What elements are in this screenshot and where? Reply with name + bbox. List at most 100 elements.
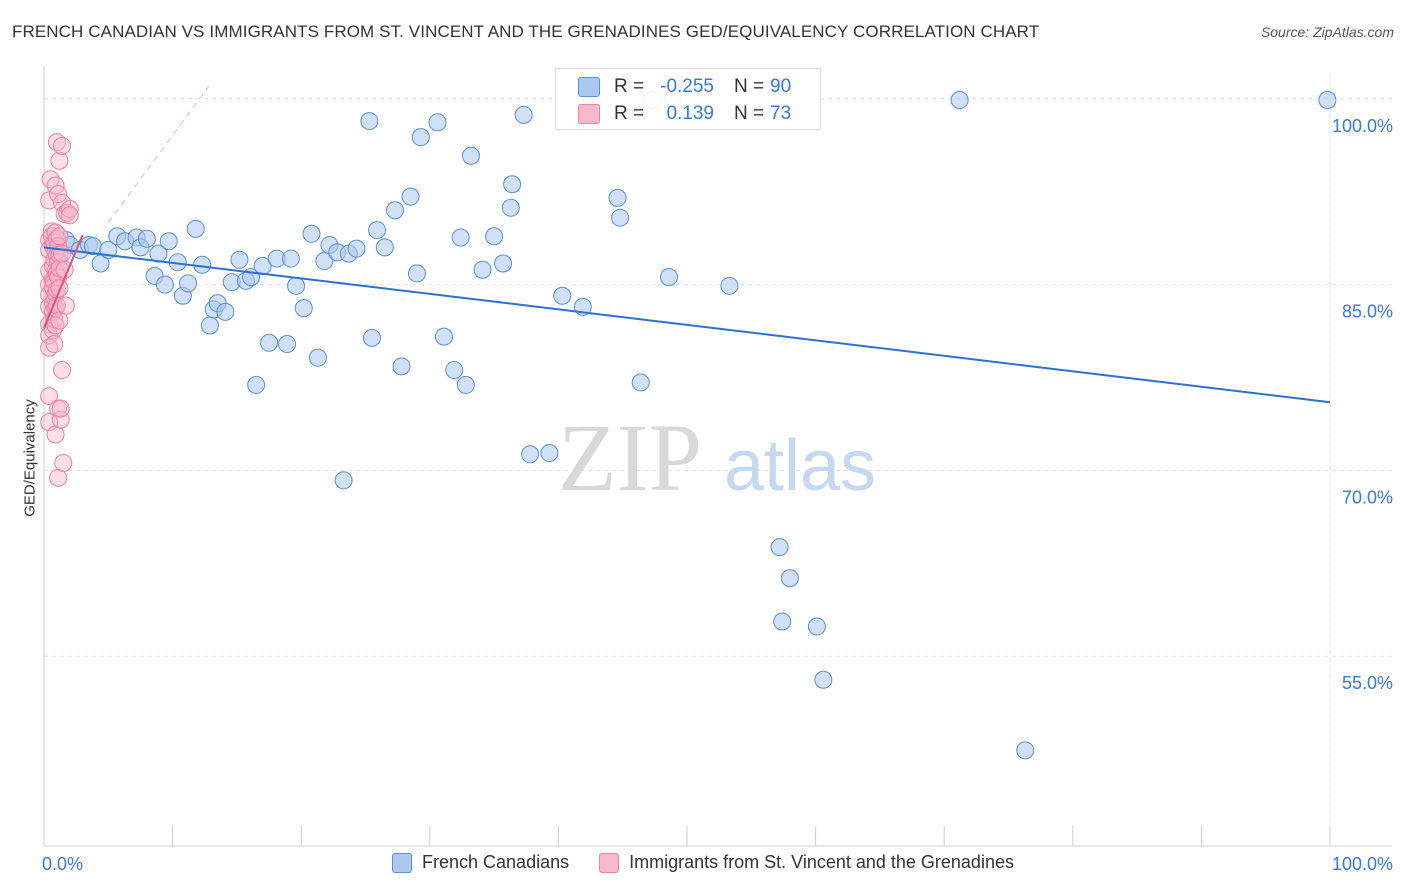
data-point-french-canadians — [347, 239, 366, 258]
data-point-french-canadians — [1318, 91, 1337, 110]
data-point-immigrants — [56, 296, 75, 315]
data-point-french-canadians — [1016, 741, 1035, 760]
data-point-french-canadians — [473, 260, 492, 279]
data-point-immigrants — [54, 453, 73, 472]
data-point-immigrants — [49, 185, 68, 204]
data-point-french-canadians — [720, 276, 739, 295]
data-point-immigrants — [50, 151, 69, 170]
data-point-french-canadians — [514, 105, 533, 124]
y-tick-label: 100.0% — [1332, 116, 1393, 136]
data-point-french-canadians — [434, 327, 453, 346]
source-credit: Source: ZipAtlas.com — [1260, 24, 1394, 40]
stats-box: R = -0.255 N = 90 R = 0.139 N = 73 — [555, 68, 821, 130]
data-point-french-canadians — [362, 328, 381, 347]
data-point-french-canadians — [200, 316, 219, 335]
tick-labels: 55.0% 70.0% 85.0% 100.0% 0.0% 100.0% — [42, 116, 1393, 874]
data-point-immigrants — [49, 253, 68, 272]
stats-row-pink: R = 0.139 N = 73 — [556, 101, 820, 127]
data-point-immigrants — [53, 361, 72, 380]
watermark-zip: ZIP — [558, 404, 702, 511]
data-point-immigrants — [40, 387, 59, 406]
data-point-french-canadians — [392, 357, 411, 376]
data-point-french-canadians — [179, 274, 198, 293]
data-point-french-canadians — [611, 208, 630, 227]
data-point-french-canadians — [294, 299, 313, 318]
data-point-french-canadians — [553, 286, 572, 305]
r-value-pink: 0.139 — [666, 103, 714, 124]
data-point-immigrants — [53, 136, 72, 155]
y-tick-label: 85.0% — [1342, 302, 1393, 322]
data-point-french-canadians — [770, 538, 789, 557]
data-point-immigrants — [60, 200, 79, 219]
data-point-french-canadians — [521, 445, 540, 464]
data-point-immigrants — [50, 311, 69, 330]
data-point-french-canadians — [631, 373, 650, 392]
data-point-french-canadians — [386, 201, 405, 220]
data-point-french-canadians — [281, 249, 300, 268]
data-point-french-canadians — [456, 375, 475, 394]
y-tick-label: 70.0% — [1342, 487, 1393, 507]
data-point-french-canadians — [659, 268, 678, 287]
data-point-french-canadians — [407, 264, 426, 283]
y-tick-label: 55.0% — [1342, 673, 1393, 693]
data-point-french-canadians — [461, 146, 480, 165]
data-point-french-canadians — [445, 361, 464, 380]
watermark-atlas: atlas — [724, 426, 876, 506]
data-point-french-canadians — [230, 250, 249, 269]
data-point-french-canadians — [401, 187, 420, 206]
data-point-immigrants — [45, 335, 64, 354]
stats-swatch-blue — [578, 77, 600, 97]
data-point-french-canadians — [807, 617, 826, 636]
data-point-french-canadians — [540, 444, 559, 463]
r-label: R = — [614, 76, 645, 97]
trend-line-french-canadians — [43, 246, 1331, 404]
data-point-french-canadians — [451, 228, 470, 247]
data-point-immigrants — [60, 206, 79, 225]
data-point-french-canadians — [278, 335, 297, 354]
data-point-french-canadians — [368, 221, 387, 240]
trend-lines — [43, 86, 1331, 404]
r-value-blue: -0.255 — [660, 76, 714, 97]
chart-title: FRENCH CANADIAN VS IMMIGRANTS FROM ST. V… — [12, 22, 1040, 41]
legend-item-french-canadians[interactable]: French Canadians — [392, 852, 569, 873]
data-point-immigrants — [50, 227, 69, 246]
data-point-french-canadians — [308, 348, 327, 367]
data-point-french-canadians — [137, 229, 156, 248]
data-point-french-canadians — [186, 219, 205, 238]
data-point-french-canadians — [375, 238, 394, 257]
series-immigrants-st-vincent — [40, 133, 79, 487]
data-point-french-canadians — [950, 91, 969, 110]
data-point-french-canadians — [159, 232, 178, 251]
data-point-french-canadians — [247, 375, 266, 394]
data-point-french-canadians — [260, 333, 279, 352]
reference-diagonal — [107, 86, 210, 223]
legend: French Canadians Immigrants from St. Vin… — [0, 852, 1406, 873]
data-point-french-canadians — [494, 254, 513, 273]
data-point-french-canadians — [360, 112, 379, 131]
data-point-french-canadians — [485, 227, 504, 246]
data-point-french-canadians — [773, 612, 792, 631]
stats-row-blue: R = -0.255 N = 90 — [556, 74, 820, 100]
data-point-french-canadians — [216, 302, 235, 321]
data-point-french-canadians — [411, 128, 430, 147]
legend-label-french-canadians: French Canadians — [422, 852, 570, 872]
n-label: N = — [734, 76, 765, 97]
data-point-french-canadians — [287, 276, 306, 295]
legend-swatch-pink — [599, 852, 620, 873]
n-label: N = — [734, 103, 765, 124]
r-label: R = — [614, 103, 645, 124]
data-point-french-canadians — [428, 113, 447, 132]
gridlines — [44, 74, 1392, 842]
data-point-french-canadians — [814, 670, 833, 689]
x-tick-label: 0.0% — [42, 854, 83, 874]
legend-item-immigrants[interactable]: Immigrants from St. Vincent and the Gren… — [599, 852, 1014, 873]
data-point-french-canadians — [503, 175, 522, 194]
data-point-french-canadians — [334, 471, 353, 490]
x-tick-label: 100.0% — [1332, 854, 1393, 874]
n-value-pink: 73 — [770, 103, 792, 124]
trend-line-immigrants — [43, 234, 84, 329]
data-point-immigrants — [53, 244, 72, 263]
data-point-french-canadians — [302, 224, 321, 243]
data-point-french-canadians — [155, 275, 174, 294]
